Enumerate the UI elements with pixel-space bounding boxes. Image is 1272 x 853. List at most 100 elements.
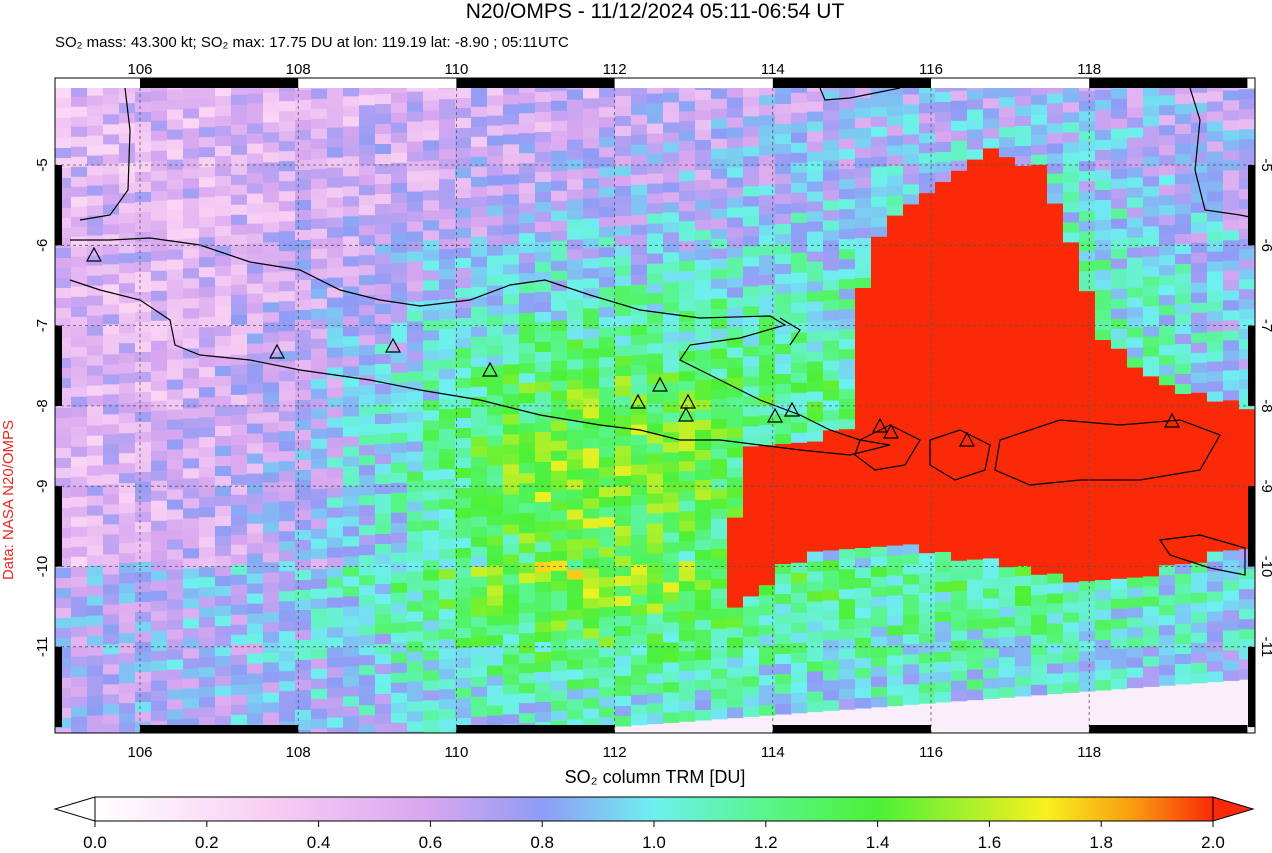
pixel <box>807 561 824 573</box>
pixel <box>951 490 968 502</box>
pixel <box>839 689 856 700</box>
pixel <box>1143 486 1160 497</box>
pixel <box>727 477 744 489</box>
pixel <box>503 394 520 405</box>
pixel <box>1191 132 1208 144</box>
pixel <box>199 657 216 668</box>
pixel <box>775 414 792 425</box>
pixel <box>599 427 616 438</box>
pixel <box>1079 431 1096 442</box>
pixel <box>839 349 856 360</box>
pixel <box>343 236 360 247</box>
pixel <box>535 712 552 723</box>
pixel <box>503 244 520 255</box>
pixel <box>1031 15 1048 25</box>
pixel <box>391 622 408 634</box>
pixel <box>631 484 648 496</box>
pixel <box>903 394 920 405</box>
pixel <box>647 653 664 665</box>
pixel <box>887 445 904 457</box>
pixel <box>951 51 968 62</box>
pixel <box>1175 24 1192 35</box>
pixel <box>567 239 584 251</box>
pixel <box>535 242 552 253</box>
pixel <box>647 323 664 335</box>
pixel <box>167 619 184 631</box>
pixel <box>951 630 968 642</box>
pixel <box>935 592 952 603</box>
pixel <box>1079 441 1096 452</box>
pixel <box>503 224 520 235</box>
pixel <box>343 106 360 117</box>
pixel <box>135 292 152 303</box>
pixel <box>919 443 936 454</box>
pixel <box>391 252 408 264</box>
pixel <box>295 490 312 501</box>
pixel <box>311 578 328 590</box>
pixel <box>567 89 584 101</box>
pixel <box>871 476 888 488</box>
pixel <box>1175 284 1192 295</box>
pixel <box>487 385 504 397</box>
pixel <box>135 532 152 543</box>
pixel <box>823 380 840 391</box>
pixel <box>407 251 424 263</box>
pixel <box>983 658 1000 669</box>
pixel <box>887 455 904 467</box>
pixel <box>983 448 1000 459</box>
pixel <box>135 422 152 433</box>
pixel <box>919 93 936 104</box>
pixel <box>919 613 936 624</box>
pixel <box>167 629 184 641</box>
pixel <box>807 88 824 93</box>
pixel <box>199 88 216 98</box>
pixel <box>983 188 1000 199</box>
pixel <box>551 310 568 322</box>
pixel <box>55 538 72 549</box>
pixel <box>983 288 1000 299</box>
pixel <box>967 609 984 621</box>
pixel <box>1223 40 1240 51</box>
pixel <box>279 711 296 722</box>
pixel <box>71 136 88 148</box>
pixel <box>1127 617 1144 629</box>
pixel <box>439 429 456 440</box>
pixel <box>359 135 376 146</box>
pixel <box>999 487 1016 498</box>
pixel <box>247 293 264 305</box>
pixel <box>103 354 120 365</box>
pixel <box>1047 643 1064 655</box>
pixel <box>375 184 392 195</box>
pixel <box>55 698 72 709</box>
pixel <box>247 373 264 385</box>
pixel <box>599 487 616 498</box>
pixel <box>615 136 632 147</box>
pixel <box>295 300 312 311</box>
pixel <box>1047 133 1064 145</box>
pixel <box>1143 526 1160 537</box>
pixel <box>647 643 664 655</box>
pixel <box>423 610 440 621</box>
pixel <box>551 260 568 272</box>
pixel <box>1047 44 1064 55</box>
pixel <box>807 62 824 73</box>
pixel <box>967 249 984 261</box>
pixel <box>951 71 968 82</box>
pixel <box>1175 294 1192 305</box>
pixel <box>359 365 376 376</box>
pixel <box>679 431 696 442</box>
pixel <box>663 342 680 353</box>
pixel <box>87 88 104 97</box>
pixel <box>1191 102 1208 114</box>
pixel <box>1143 576 1160 587</box>
pixel <box>55 138 72 149</box>
pixel <box>1159 555 1176 566</box>
pixel <box>743 486 760 497</box>
pixel <box>311 478 328 490</box>
pixel <box>775 104 792 115</box>
pixel <box>647 603 664 615</box>
pixel <box>615 46 632 57</box>
pixel <box>711 648 728 660</box>
pixel <box>343 686 360 697</box>
pixel <box>87 665 104 677</box>
